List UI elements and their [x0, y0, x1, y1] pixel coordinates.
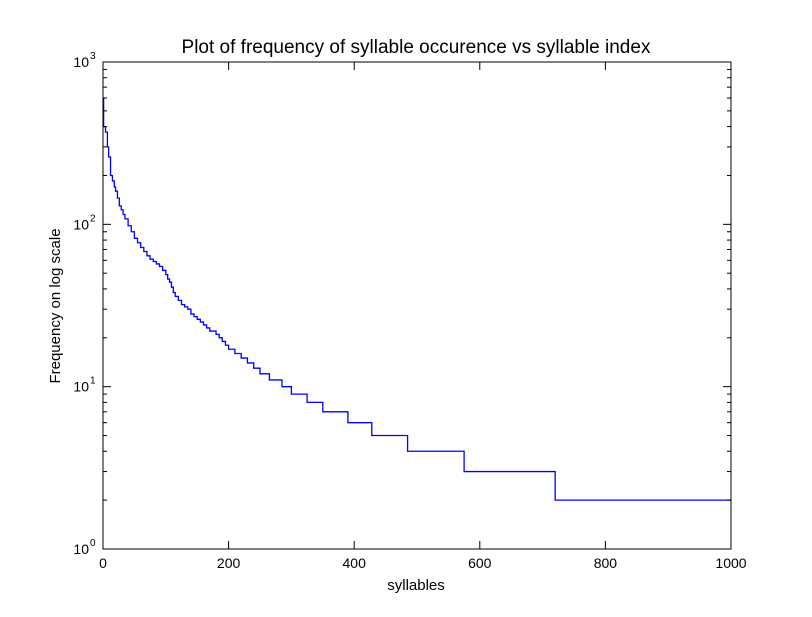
y-axis-label: Frequency on log scale — [47, 228, 64, 383]
y-tick-label: 10 — [73, 379, 89, 395]
y-tick-label: 10 — [73, 54, 89, 70]
chart-title: Plot of frequency of syllable occurence … — [182, 37, 651, 58]
x-axis-label: syllables — [387, 577, 445, 594]
y-tick-exponent: 0 — [90, 538, 96, 549]
x-tick-label: 800 — [594, 555, 618, 571]
x-tick-label: 600 — [468, 555, 492, 571]
x-tick-label: 1000 — [715, 555, 746, 571]
y-tick-label: 10 — [73, 216, 89, 232]
y-tick-exponent: 2 — [90, 213, 96, 224]
y-tick-exponent: 3 — [90, 51, 96, 62]
x-tick-label: 0 — [99, 555, 107, 571]
data-series-line — [102, 97, 731, 501]
x-tick-label: 200 — [217, 555, 241, 571]
x-tick-label: 400 — [343, 555, 367, 571]
y-tick-label: 10 — [73, 541, 89, 557]
plot-frame — [102, 61, 732, 550]
y-tick-exponent: 1 — [90, 376, 96, 387]
